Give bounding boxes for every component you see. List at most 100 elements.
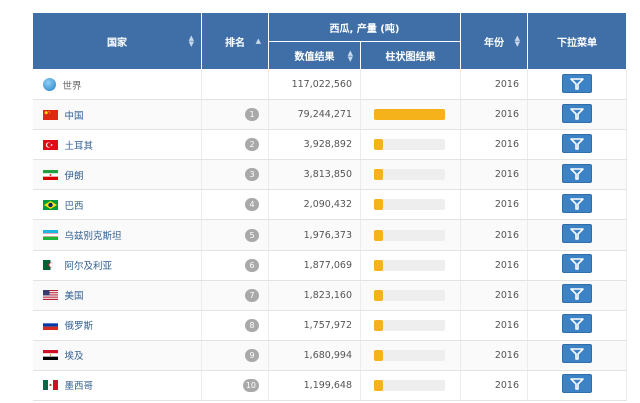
table-row: 埃及 9 1,680,994 2016 (32, 340, 627, 371)
dropdown-menu-button[interactable] (562, 73, 592, 93)
column-header-rank[interactable]: 排名 ▲ (201, 12, 269, 70)
table-row: 中国 1 79,244,271 2016 (32, 99, 627, 131)
rank-badge: 2 (245, 138, 259, 152)
country-link[interactable]: 墨西哥 (64, 381, 94, 393)
table-row: 伊朗 3 3,813,850 2016 (32, 159, 627, 191)
country-link[interactable]: 伊朗 (64, 170, 84, 182)
dropdown-menu-icon (570, 198, 584, 210)
bar-fill (374, 349, 384, 361)
production-table-container: 国家 ▲ ▼ 排名 ▲ 西瓜, 产量 (吨) 年份 ▲ ▼ 下拉菜单 (32, 12, 627, 402)
uzbekistan-flag-icon (42, 230, 58, 241)
year-cell: 2016 (460, 340, 528, 371)
country-link[interactable]: 土耳其 (64, 140, 94, 152)
rank-badge: 5 (245, 228, 259, 242)
rank-badge: 4 (245, 198, 259, 212)
rank-badge: 9 (245, 348, 259, 362)
value-cell: 1,199,648 (268, 370, 361, 402)
country-link[interactable]: 阿尔及利亚 (64, 261, 113, 273)
table-row: 乌兹别克斯坦 5 1,976,373 2016 (32, 219, 627, 251)
column-group-header-watermelon: 西瓜, 产量 (吨) (268, 12, 461, 42)
menu-cell (527, 340, 627, 371)
menu-cell (527, 219, 627, 251)
column-header-bar-label: 柱状图结果 (385, 52, 436, 63)
country-cell: 阿尔及利亚 (32, 250, 202, 281)
value-cell: 79,244,271 (268, 99, 361, 131)
country-link[interactable]: 俄罗斯 (64, 321, 94, 333)
dropdown-menu-button[interactable] (562, 254, 592, 274)
bar-fill (374, 289, 384, 301)
bar-cell (360, 340, 461, 371)
menu-cell (527, 310, 627, 341)
sort-ascending-icon: ▲ (255, 37, 261, 45)
country-name: 世界 (62, 80, 82, 92)
russia-flag-icon (42, 320, 58, 331)
bar-track (374, 109, 445, 121)
dropdown-menu-button[interactable] (562, 284, 592, 304)
year-cell: 2016 (460, 280, 528, 311)
bar-cell (360, 159, 461, 191)
dropdown-menu-icon (570, 137, 584, 150)
rank-badge: 10 (242, 378, 259, 392)
column-group-title: 西瓜, 产量 (吨) (329, 23, 400, 35)
rank-cell: 4 (201, 189, 269, 221)
dropdown-menu-button[interactable] (562, 103, 592, 123)
rank-cell: 7 (201, 280, 269, 311)
china-flag-icon (42, 109, 58, 120)
value-cell: 1,877,069 (268, 250, 361, 281)
column-header-country[interactable]: 国家 ▲ ▼ (32, 12, 202, 70)
dropdown-menu-button[interactable] (562, 314, 592, 334)
dropdown-menu-icon (570, 348, 584, 361)
bar-fill (374, 169, 384, 181)
bar-track (374, 319, 445, 331)
dropdown-menu-button[interactable] (562, 344, 592, 364)
column-header-year[interactable]: 年份 ▲ ▼ (460, 12, 528, 70)
rank-badge: 1 (245, 108, 259, 122)
table-row-world: 世界 117,022,560 2016 (32, 69, 627, 101)
bar-fill (374, 319, 384, 331)
rank-badge: 7 (245, 288, 259, 302)
country-link[interactable]: 巴西 (64, 200, 84, 212)
sort-icon: ▲ ▼ (347, 48, 353, 63)
menu-cell (527, 280, 627, 311)
globe-icon (42, 78, 56, 92)
country-cell: 乌兹别克斯坦 (32, 219, 202, 251)
usa-flag-icon (42, 290, 58, 301)
column-header-value[interactable]: 数值结果 ▲ ▼ (268, 41, 361, 70)
dropdown-menu-button[interactable] (562, 374, 592, 394)
bar-fill (374, 139, 384, 151)
bar-cell (360, 219, 461, 251)
year-cell: 2016 (460, 189, 528, 221)
bar-track (374, 349, 445, 361)
country-cell: 墨西哥 (32, 370, 202, 402)
dropdown-menu-button[interactable] (562, 193, 592, 213)
menu-cell (527, 69, 627, 101)
column-header-year-label: 年份 (484, 37, 504, 49)
column-header-bar: 柱状图结果 (360, 41, 461, 70)
menu-cell (527, 159, 627, 191)
bar-fill (374, 199, 384, 211)
bar-fill (374, 229, 384, 241)
dropdown-menu-icon (570, 77, 584, 90)
bar-cell (360, 189, 461, 221)
rank-badge: 8 (245, 318, 259, 332)
rank-cell: 3 (201, 159, 269, 191)
bar-track (374, 169, 445, 181)
dropdown-menu-icon (570, 318, 584, 331)
country-link[interactable]: 乌兹别克斯坦 (64, 231, 122, 243)
rank-cell (201, 69, 269, 101)
country-cell: 美国 (32, 280, 202, 311)
production-table: 国家 ▲ ▼ 排名 ▲ 西瓜, 产量 (吨) 年份 ▲ ▼ 下拉菜单 (32, 12, 627, 402)
country-link[interactable]: 埃及 (64, 351, 84, 363)
menu-cell (527, 370, 627, 402)
rank-badge: 3 (245, 168, 259, 182)
country-link[interactable]: 美国 (64, 291, 84, 303)
year-cell: 2016 (460, 99, 528, 131)
mexico-flag-icon (42, 380, 58, 391)
dropdown-menu-button[interactable] (562, 133, 592, 153)
dropdown-menu-button[interactable] (562, 224, 592, 244)
bar-track (374, 199, 445, 211)
dropdown-menu-button[interactable] (562, 163, 592, 183)
table-row: 土耳其 2 3,928,892 2016 (32, 129, 627, 161)
country-cell: 埃及 (32, 340, 202, 371)
country-link[interactable]: 中国 (64, 110, 84, 122)
